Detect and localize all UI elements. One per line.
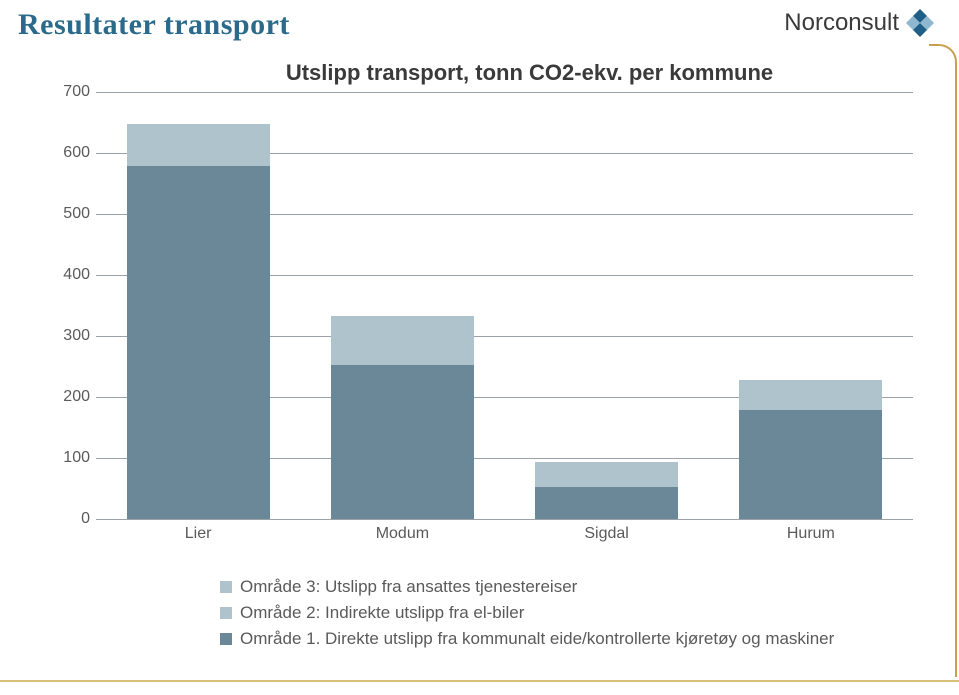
plot-region: [96, 92, 913, 519]
brand-logo: Norconsult: [784, 8, 935, 38]
footer-line: [0, 680, 959, 682]
x-tick-label: Sigdal: [505, 521, 709, 545]
legend-item-omrade2: Område 2: Indirekte utslipp fra el-biler: [220, 603, 834, 623]
x-tick-label: Hurum: [709, 521, 913, 545]
y-tick-label: 700: [40, 83, 90, 101]
y-tick-label: 500: [40, 205, 90, 223]
gridline: [96, 519, 913, 520]
legend-swatch-icon: [220, 633, 232, 645]
bar-slot: [709, 92, 913, 519]
bar-stack: [127, 124, 270, 519]
bar-stack: [739, 380, 882, 519]
bar-segment-omrade3: [127, 124, 270, 167]
legend-label: Område 1. Direkte utslipp fra kommunalt …: [240, 629, 834, 649]
bar-segment-omrade3: [739, 380, 882, 410]
chart-legend: Område 3: Utslipp fra ansattes tjenester…: [220, 571, 834, 655]
brand-logo-text: Norconsult: [784, 9, 899, 37]
chart-area: 0100200300400500600700 LierModumSigdalHu…: [40, 92, 913, 545]
brand-logo-mark-icon: [905, 8, 935, 38]
legend-label: Område 2: Indirekte utslipp fra el-biler: [240, 603, 524, 623]
legend-item-omrade3: Område 3: Utslipp fra ansattes tjenester…: [220, 577, 834, 597]
bar-segment-omrade3: [535, 462, 678, 486]
bars-container: [96, 92, 913, 519]
bar-slot: [505, 92, 709, 519]
page-title: Resultater transport: [18, 8, 290, 42]
legend-swatch-icon: [220, 607, 232, 619]
x-tick-label: Modum: [300, 521, 504, 545]
y-tick-label: 300: [40, 327, 90, 345]
y-tick-label: 0: [40, 510, 90, 528]
legend-label: Område 3: Utslipp fra ansattes tjenester…: [240, 577, 577, 597]
legend-item-omrade1: Område 1. Direkte utslipp fra kommunalt …: [220, 629, 834, 649]
bar-stack: [331, 316, 474, 519]
y-tick-label: 200: [40, 388, 90, 406]
bar-slot: [300, 92, 504, 519]
legend-swatch-icon: [220, 581, 232, 593]
bar-segment-omrade1: [739, 410, 882, 519]
bar-slot: [96, 92, 300, 519]
bar-segment-omrade1: [331, 365, 474, 519]
bar-segment-omrade3: [331, 316, 474, 365]
y-tick-label: 600: [40, 144, 90, 162]
bar-stack: [535, 462, 678, 519]
x-axis-labels: LierModumSigdalHurum: [96, 521, 913, 545]
y-tick-label: 400: [40, 266, 90, 284]
y-tick-label: 100: [40, 449, 90, 467]
bar-segment-omrade1: [535, 487, 678, 519]
slide-root: Resultater transport Norconsult Utslipp …: [0, 0, 959, 695]
corner-accent: [929, 44, 959, 677]
x-tick-label: Lier: [96, 521, 300, 545]
bar-segment-omrade1: [127, 166, 270, 519]
chart-title: Utslipp transport, tonn CO2-ekv. per kom…: [180, 60, 879, 86]
